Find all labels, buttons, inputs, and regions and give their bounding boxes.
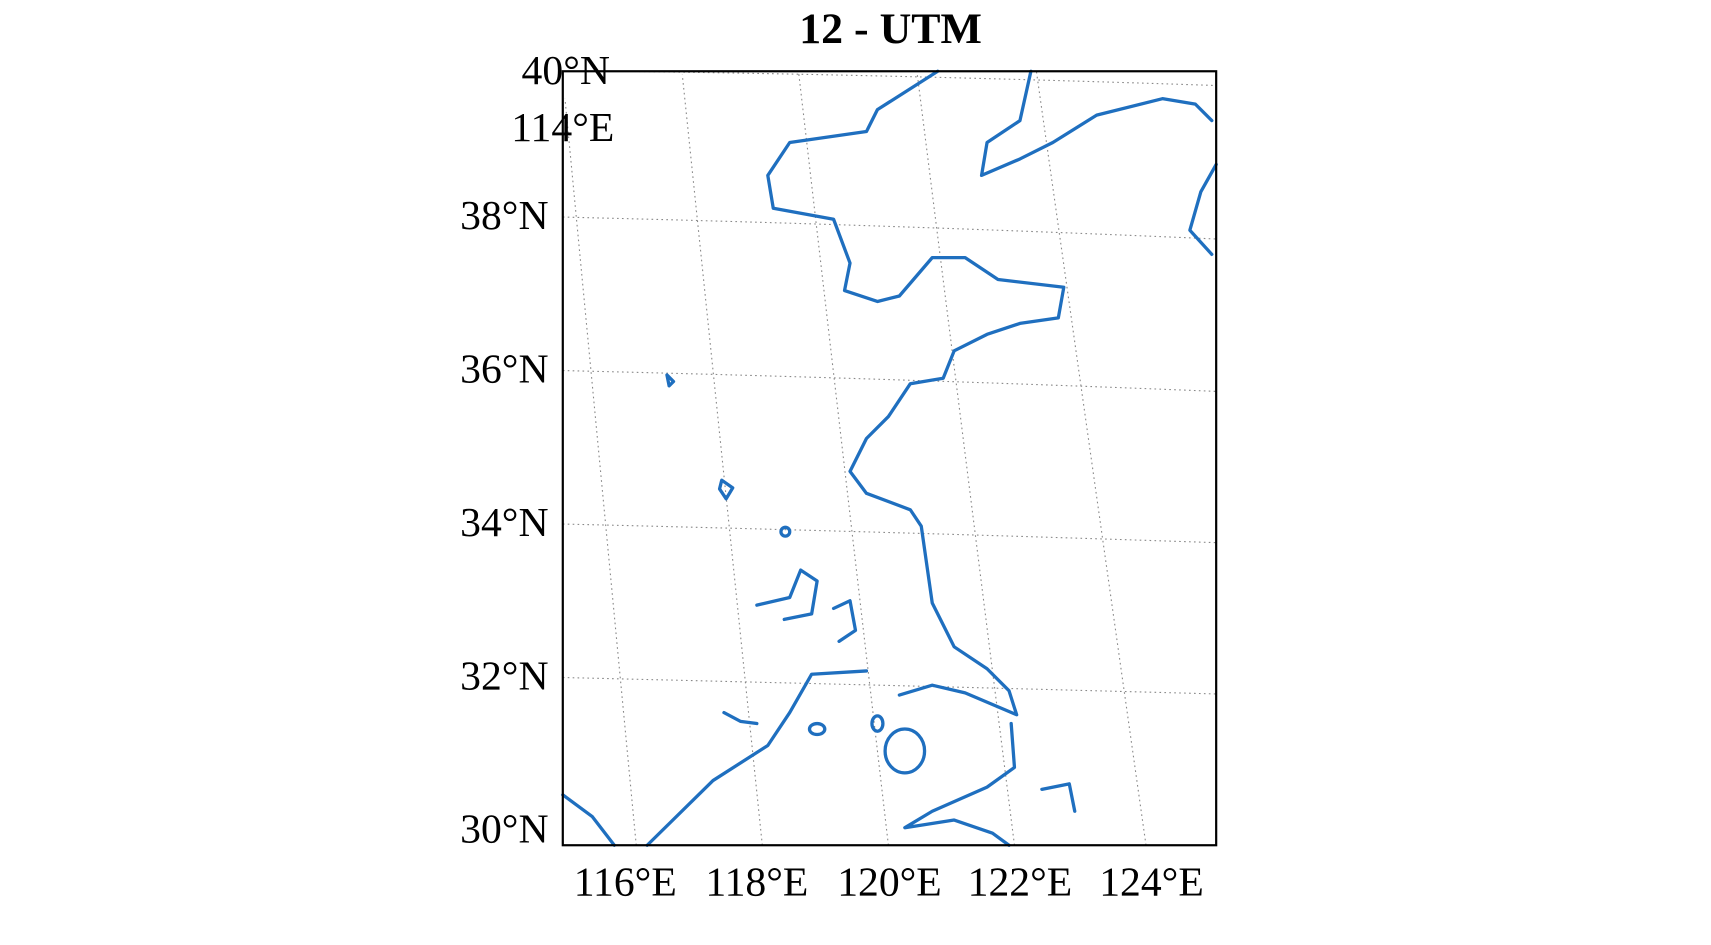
lon-label: 120°E xyxy=(837,859,942,905)
lat-label: 30°N xyxy=(460,807,548,853)
lat-label: 40°N xyxy=(522,48,610,94)
lon-labels: 114°E 116°E 118°E 120°E 122°E 124°E xyxy=(511,105,1203,905)
lat-label: 34°N xyxy=(460,500,548,546)
map-frame xyxy=(561,70,1218,847)
lat-labels: 40°N 38°N 36°N 34°N 32°N 30°N xyxy=(460,48,610,853)
lat-label: 32°N xyxy=(460,653,548,699)
lon-label: 122°E xyxy=(968,859,1073,905)
coastline xyxy=(561,69,1218,847)
lon-label: 116°E xyxy=(574,859,677,905)
graticule xyxy=(562,70,1217,846)
map-title: 12 - UTM xyxy=(799,5,982,53)
lon-label: 118°E xyxy=(705,859,808,905)
lat-label: 36°N xyxy=(460,346,548,392)
lon-label: 124°E xyxy=(1099,859,1204,905)
lat-label: 38°N xyxy=(460,193,548,239)
lon-label: 114°E xyxy=(511,105,614,151)
